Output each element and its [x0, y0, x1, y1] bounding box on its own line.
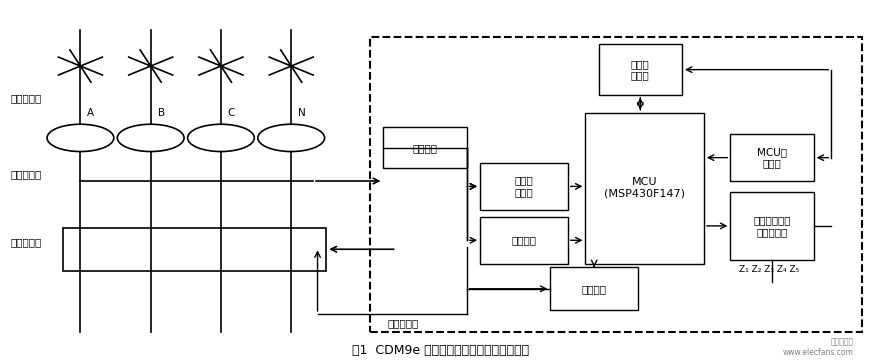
- Text: 塑壳断路器: 塑壳断路器: [11, 169, 41, 179]
- FancyBboxPatch shape: [383, 127, 467, 168]
- Text: MCU
(MSP430F147): MCU (MSP430F147): [604, 177, 685, 199]
- Text: 智能控制器: 智能控制器: [388, 318, 419, 328]
- Text: 电源电路: 电源电路: [512, 235, 537, 245]
- Circle shape: [117, 124, 184, 152]
- Text: 电流互感器: 电流互感器: [11, 93, 41, 104]
- FancyBboxPatch shape: [585, 113, 704, 264]
- Text: C: C: [228, 108, 235, 118]
- Text: A: A: [87, 108, 94, 118]
- Text: 磁通变换器: 磁通变换器: [11, 237, 41, 247]
- Text: 信号调
理电路: 信号调 理电路: [515, 176, 533, 197]
- Text: B: B: [158, 108, 165, 118]
- FancyBboxPatch shape: [598, 45, 682, 95]
- Circle shape: [47, 124, 114, 152]
- Text: 人机操
作界面: 人机操 作界面: [631, 59, 649, 80]
- FancyBboxPatch shape: [480, 163, 568, 210]
- Text: Z₁ Z₂ Z₃ Z₄ Z₅: Z₁ Z₂ Z₃ Z₄ Z₅: [739, 265, 799, 274]
- FancyBboxPatch shape: [730, 192, 814, 260]
- Circle shape: [188, 124, 255, 152]
- FancyBboxPatch shape: [551, 267, 638, 310]
- Text: 电子发烧友
www.elecfans.com: 电子发烧友 www.elecfans.com: [782, 338, 854, 357]
- FancyBboxPatch shape: [730, 134, 814, 181]
- Text: MCU所
需电路: MCU所 需电路: [757, 147, 787, 168]
- Circle shape: [258, 124, 324, 152]
- FancyBboxPatch shape: [63, 228, 326, 271]
- FancyBboxPatch shape: [480, 217, 568, 264]
- Text: 脱扣电路: 脱扣电路: [581, 284, 607, 294]
- Text: 图1  CDM9e 系列电子式塑壳断路器原理框图: 图1 CDM9e 系列电子式塑壳断路器原理框图: [352, 344, 529, 357]
- Text: N: N: [298, 108, 306, 118]
- Text: 区域选择性连
锁控制电路: 区域选择性连 锁控制电路: [753, 215, 791, 237]
- Text: 整流电路: 整流电路: [412, 143, 438, 153]
